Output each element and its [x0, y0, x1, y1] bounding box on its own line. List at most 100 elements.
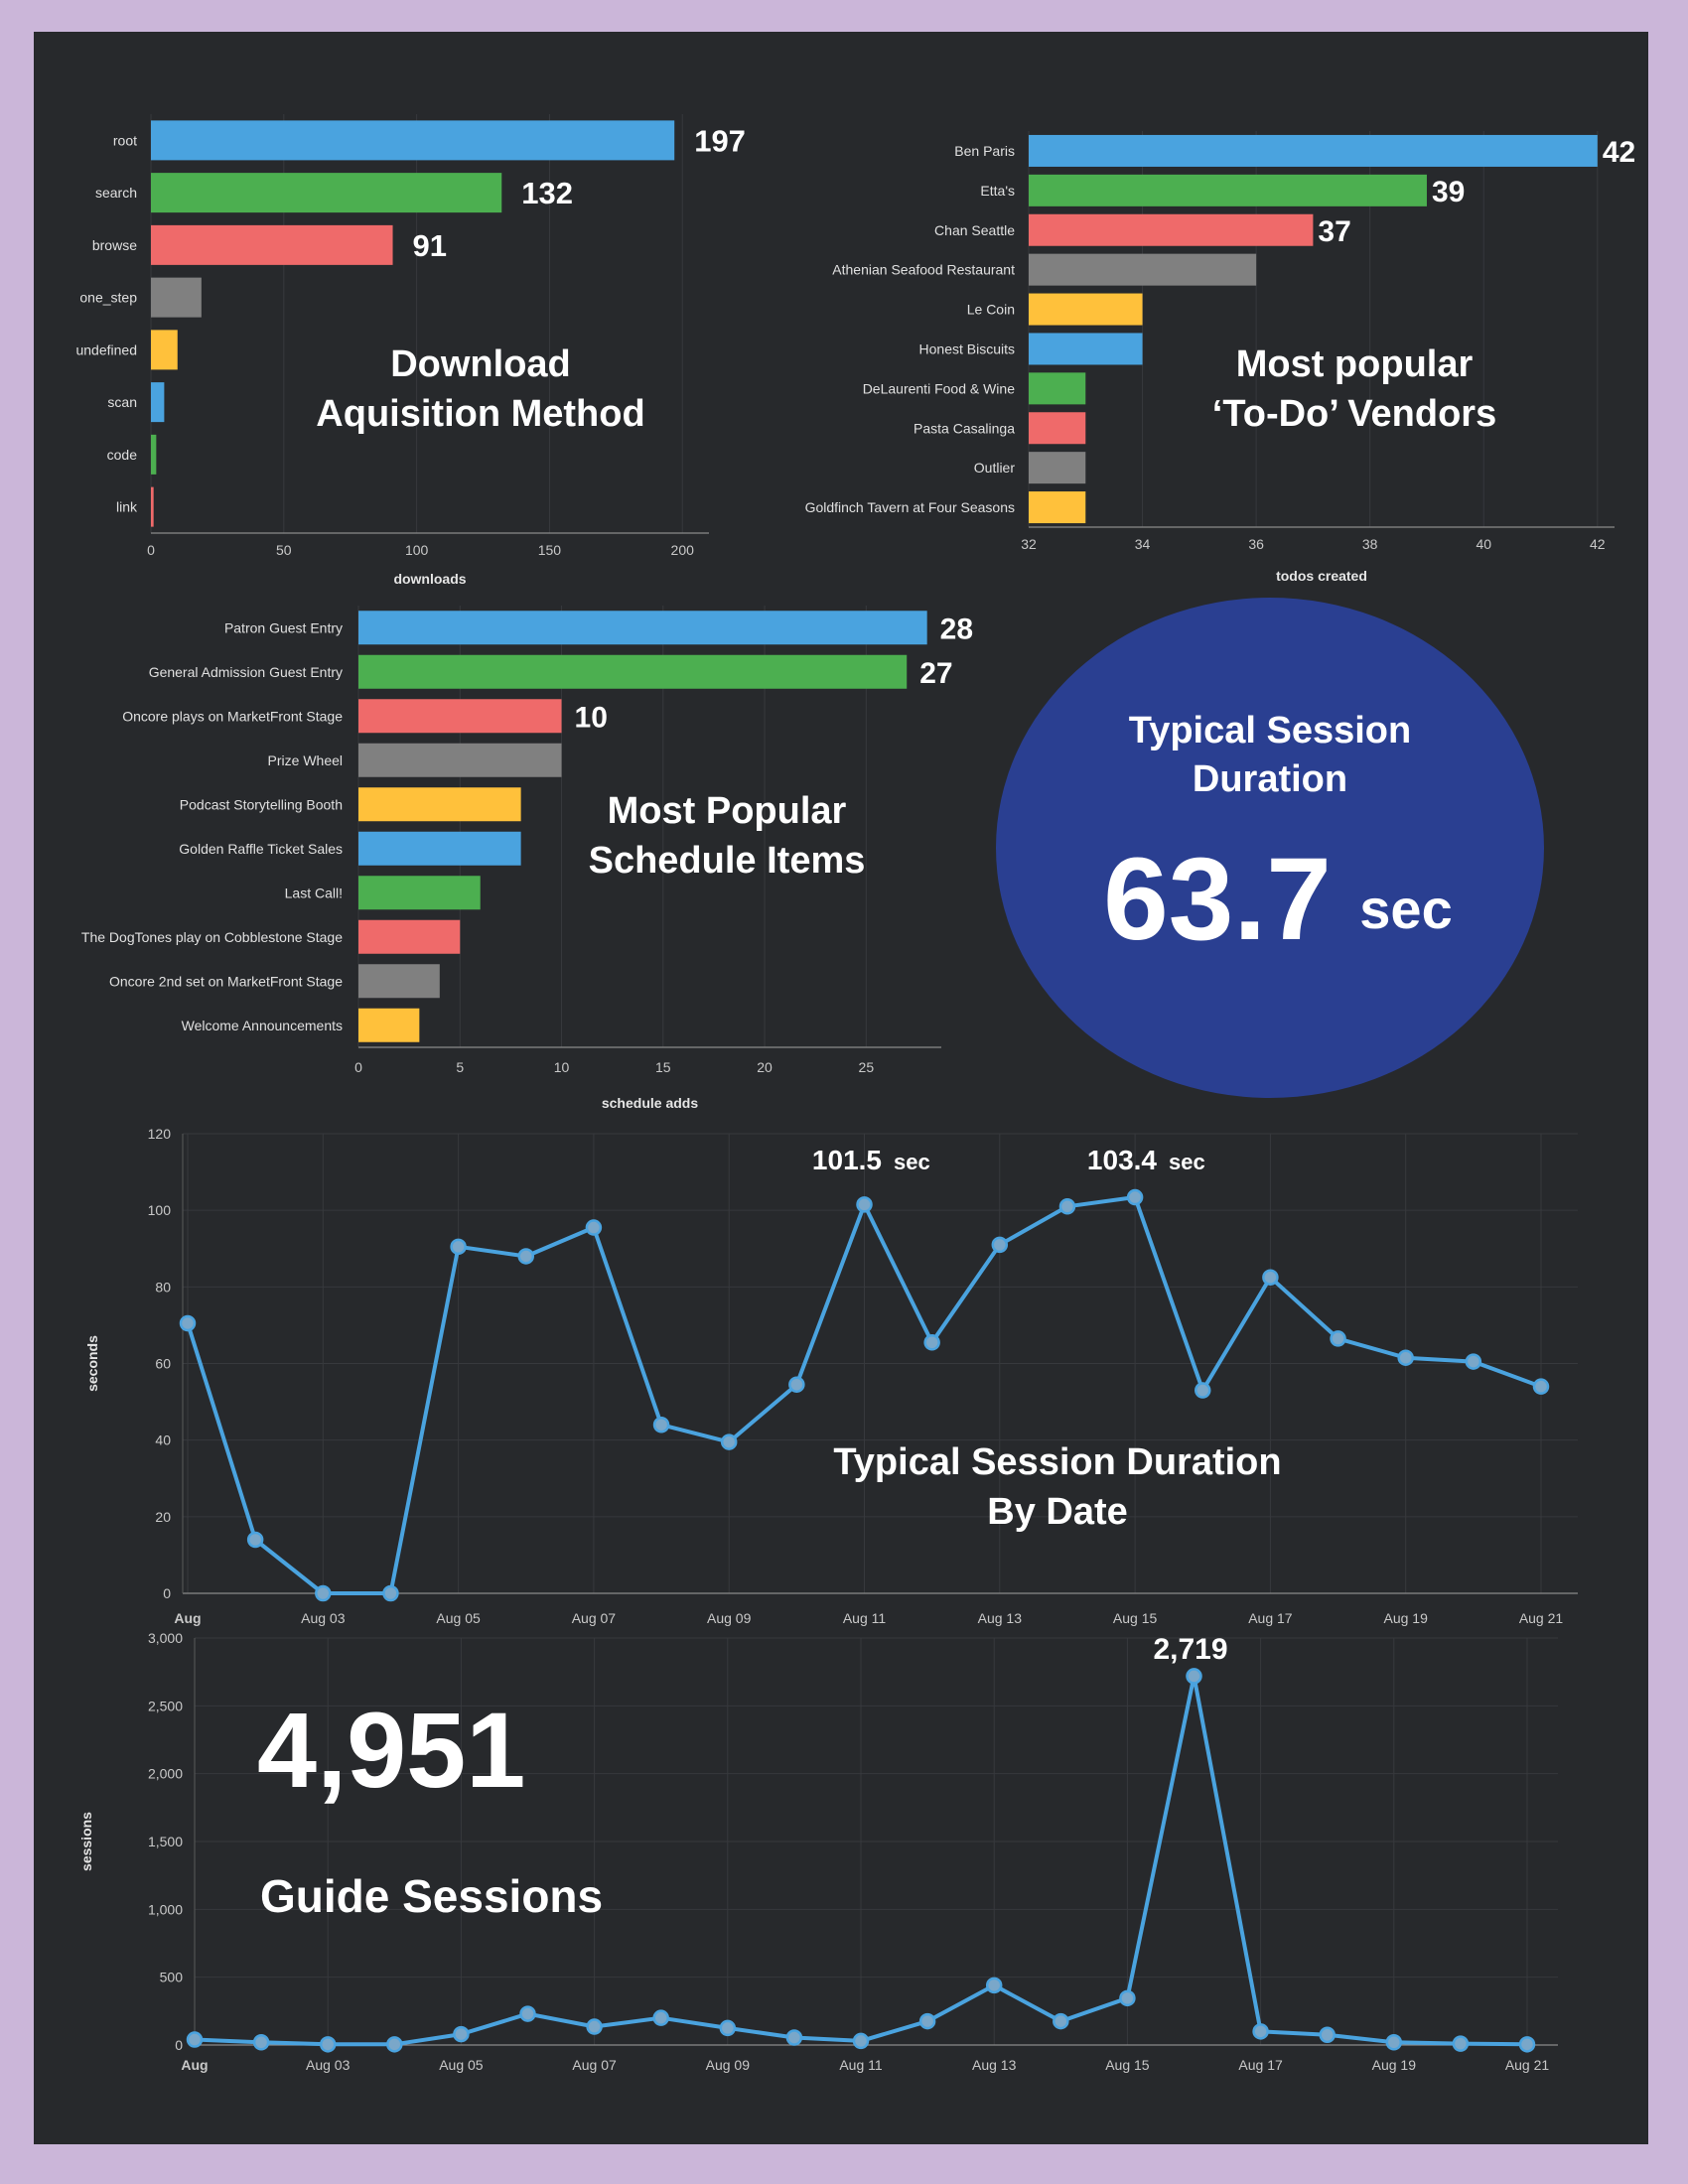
- vendors-value-label: 39: [1432, 176, 1465, 208]
- sessions-data-point: [1119, 1989, 1136, 2007]
- duration-data-point: [720, 1433, 738, 1450]
- downloads-bar: [151, 224, 393, 265]
- sessions-data-point: [852, 2032, 870, 2050]
- sessions-data-point: [652, 2009, 669, 2026]
- schedule-bar: [358, 654, 908, 689]
- vendors-bar: [1029, 134, 1598, 167]
- downloads-x-tick-label: 100: [405, 542, 429, 558]
- duration-line-chart: 0 20 40 60 80 100 120 Aug Aug 03 Aug 05 Aug 07 Aug …: [84, 1126, 1578, 1626]
- schedule-category-label: General Admission Guest Entry: [149, 664, 343, 680]
- schedule-category-label: Golden Raffle Ticket Sales: [179, 841, 343, 857]
- downloads-value-label: 91: [413, 228, 447, 263]
- sessions-y-tick-label: 3,000: [148, 1630, 183, 1646]
- downloads-bar: [151, 120, 675, 161]
- sessions-y-tick-label: 0: [175, 2037, 183, 2053]
- duration-x-tick-label: Aug 13: [978, 1610, 1023, 1626]
- sessions-data-point: [519, 2005, 536, 2022]
- duration-data-point: [179, 1314, 197, 1332]
- duration-data-point: [1126, 1188, 1144, 1206]
- vendors-category-label: Le Coin: [967, 302, 1015, 318]
- schedule-x-tick-label: 0: [354, 1059, 362, 1075]
- downloads-category-label: link: [116, 499, 138, 515]
- vendors-bar: [1029, 333, 1143, 365]
- schedule-title-line2: Schedule Items: [589, 840, 866, 882]
- duration-callout-1-unit: sec: [894, 1150, 930, 1174]
- session-duration-badge: Typical Session Duration 63.7 sec: [996, 598, 1544, 1098]
- sessions-data-point: [985, 1977, 1003, 1994]
- schedule-category-label: Oncore plays on MarketFront Stage: [122, 708, 343, 724]
- duration-data-point: [1532, 1378, 1550, 1395]
- vendors-title-line1: Most popular: [1236, 343, 1474, 385]
- vendors-category-label: Pasta Casalinga: [914, 420, 1015, 436]
- schedule-bar: [358, 831, 521, 866]
- schedule-x-tick-label: 20: [757, 1059, 773, 1075]
- downloads-x-tick-label: 150: [538, 542, 562, 558]
- schedule-bar: [358, 743, 562, 777]
- downloads-bar: [151, 486, 154, 527]
- schedule-title-line1: Most Popular: [608, 790, 847, 832]
- sessions-x-tick-label: Aug 03: [306, 2057, 351, 2073]
- schedule-bar: [358, 876, 481, 910]
- downloads-title-line1: Download: [390, 343, 571, 385]
- schedule-x-tick-label: 15: [655, 1059, 671, 1075]
- schedule-x-axis-label: schedule adds: [602, 1095, 698, 1111]
- schedule-value-label: 10: [575, 701, 608, 734]
- sessions-x-tick-label: Aug 05: [439, 2057, 484, 2073]
- session-duration-value: 63.7: [1103, 834, 1332, 965]
- sessions-x-tick-label: Aug 21: [1505, 2057, 1550, 2073]
- duration-data-point: [1195, 1382, 1211, 1399]
- schedule-bar: [358, 611, 927, 645]
- schedule-category-label: Welcome Announcements: [182, 1018, 343, 1033]
- session-duration-unit: sec: [1359, 878, 1452, 940]
- duration-data-point: [382, 1584, 399, 1602]
- downloads-category-label: search: [95, 185, 137, 201]
- sessions-data-point: [252, 2034, 270, 2051]
- vendors-x-tick-label: 34: [1135, 536, 1151, 552]
- duration-data-point: [991, 1236, 1009, 1254]
- duration-data-point: [450, 1238, 467, 1256]
- downloads-x-tick-label: 0: [147, 542, 155, 558]
- duration-data-point: [1465, 1353, 1482, 1370]
- vendors-category-label: Honest Biscuits: [919, 341, 1015, 356]
- vendors-bar: [1029, 412, 1086, 445]
- schedule-category-label: Podcast Storytelling Booth: [180, 796, 343, 812]
- downloads-bar: [151, 382, 165, 423]
- duration-y-tick-label: 80: [155, 1279, 171, 1295]
- duration-data-point: [1262, 1269, 1279, 1286]
- downloads-bar: [151, 173, 502, 213]
- sessions-x-tick-label: Aug 09: [706, 2057, 751, 2073]
- vendors-x-axis-label: todos created: [1276, 568, 1367, 584]
- downloads-bar: [151, 277, 202, 318]
- duration-x-tick-label: Aug 05: [436, 1610, 481, 1626]
- downloads-category-label: code: [107, 447, 138, 463]
- duration-data-point: [246, 1531, 264, 1549]
- duration-x-tick-label: Aug 19: [1384, 1610, 1429, 1626]
- sessions-data-point: [453, 2025, 470, 2043]
- sessions-x-tick-label: Aug 11: [839, 2057, 883, 2073]
- vendors-x-tick-label: 42: [1590, 536, 1606, 552]
- downloads-x-tick-label: 50: [276, 542, 292, 558]
- session-duration-circle: [996, 598, 1544, 1098]
- vendors-bar: [1029, 452, 1086, 484]
- downloads-category-label: undefined: [75, 341, 137, 357]
- schedule-category-label: Prize Wheel: [268, 752, 343, 768]
- schedule-x-tick-label: 5: [456, 1059, 464, 1075]
- sessions-y-tick-label: 2,500: [148, 1698, 183, 1713]
- duration-callout-2-value: 103.4: [1087, 1145, 1157, 1175]
- schedule-value-label: 28: [940, 613, 973, 645]
- duration-data-point: [923, 1334, 940, 1351]
- downloads-title-line2: Aquisition Method: [316, 393, 644, 435]
- vendors-category-label: Ben Paris: [954, 143, 1015, 159]
- sessions-data-point: [1186, 1668, 1202, 1685]
- sessions-x-tick-label: Aug 07: [572, 2057, 617, 2073]
- schedule-category-label: Last Call!: [285, 885, 343, 900]
- sessions-data-point: [719, 2019, 737, 2037]
- vendors-title-line2: ‘To-Do’ Vendors: [1212, 393, 1496, 435]
- duration-data-point: [788, 1376, 805, 1393]
- vendors-bar: [1029, 372, 1086, 405]
- downloads-category-label: browse: [92, 237, 137, 253]
- duration-x-tick-label: Aug 11: [843, 1610, 887, 1626]
- downloads-category-label: one_step: [79, 290, 137, 306]
- sessions-x-tick-label: Aug 19: [1372, 2057, 1417, 2073]
- vendors-bar: [1029, 253, 1257, 286]
